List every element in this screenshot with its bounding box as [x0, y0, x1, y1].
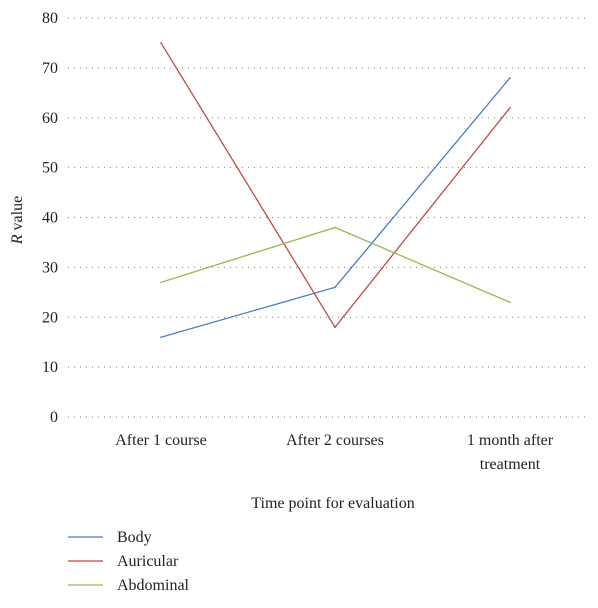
data-point-auricular	[160, 42, 162, 44]
data-point-auricular	[334, 326, 336, 329]
x-category-label: After 1 course	[115, 432, 207, 449]
y-axis-title-italic: R	[9, 234, 26, 245]
y-tick-label: 80	[42, 10, 58, 27]
y-tick-label: 30	[42, 259, 58, 276]
y-tick-label: 60	[42, 110, 58, 127]
y-tick-label: 70	[42, 60, 58, 77]
y-tick-labels: 0 10 20 30 40 50 60 70 80	[42, 10, 58, 426]
x-category-label-line: After 1 course	[115, 432, 207, 449]
y-tick-label: 0	[50, 409, 58, 426]
series-line-auricular	[160, 42, 511, 329]
data-point-body	[334, 286, 336, 289]
y-axis-title-rest: value	[9, 196, 26, 235]
x-category-label-line: After 2 courses	[286, 432, 384, 449]
data-point-abdominal	[509, 301, 511, 304]
x-category-labels: After 1 course After 2 courses 1 month aft…	[115, 432, 554, 473]
series-lines	[160, 42, 511, 339]
data-point-auricular	[509, 106, 511, 109]
data-point-body	[160, 336, 162, 339]
series-line-body	[160, 77, 511, 338]
y-tick-label: 50	[42, 160, 58, 177]
x-axis-title: Time point for evaluation	[251, 495, 414, 512]
y-tick-label: 10	[42, 359, 58, 376]
y-axis-title: R value	[9, 196, 26, 245]
legend: Body Auricular Abdominal	[68, 529, 190, 594]
data-point-abdominal	[334, 226, 336, 229]
x-category-label: After 2 courses	[286, 432, 384, 449]
gridlines	[68, 17, 590, 418]
y-tick-label: 20	[42, 309, 58, 326]
y-tick-label: 40	[42, 210, 58, 227]
legend-label: Auricular	[117, 553, 179, 570]
data-point-body	[509, 77, 511, 79]
legend-label: Body	[117, 529, 152, 546]
x-category-label-line: 1 month after	[467, 432, 554, 449]
x-category-label: 1 month after treatment	[467, 432, 554, 473]
series-line-abdominal	[160, 226, 511, 303]
data-point-abdominal	[160, 281, 162, 284]
x-category-label-line: treatment	[480, 456, 541, 473]
legend-label: Abdominal	[117, 577, 190, 594]
